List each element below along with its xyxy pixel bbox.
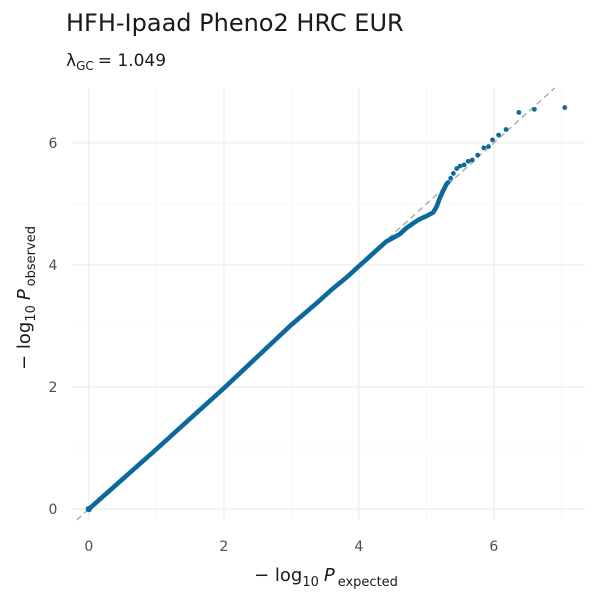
qq-point bbox=[448, 175, 454, 181]
qq-series-line bbox=[86, 181, 449, 512]
qq-point bbox=[516, 110, 522, 115]
qq-point bbox=[445, 180, 451, 185]
lambda-symbol: λ bbox=[66, 51, 76, 71]
y-tick-label: 4 bbox=[49, 258, 58, 274]
qq-point bbox=[454, 166, 460, 171]
qq-point bbox=[531, 106, 537, 112]
qq-point bbox=[457, 163, 463, 169]
y-tick-label: 2 bbox=[49, 380, 58, 396]
x-tick-label: 4 bbox=[354, 539, 363, 555]
lambda-value: = 1.049 bbox=[98, 51, 166, 71]
data-points bbox=[85, 105, 568, 513]
y-axis-title: − log10 Pobserved bbox=[14, 226, 39, 370]
x-axis-p: P bbox=[324, 565, 335, 586]
qq-point bbox=[475, 152, 481, 158]
qq-point bbox=[562, 105, 568, 110]
qq-point bbox=[496, 132, 501, 138]
qq-point bbox=[465, 158, 471, 164]
chart-subtitle: λGC = 1.049 bbox=[66, 51, 166, 73]
qq-point bbox=[450, 171, 456, 176]
y-axis-sub: observed bbox=[24, 226, 39, 286]
x-tick-label: 2 bbox=[219, 539, 228, 555]
y-axis-prefix: − log bbox=[14, 322, 35, 370]
qq-point bbox=[469, 157, 475, 163]
x-axis-base: 10 bbox=[302, 575, 319, 590]
qq-point bbox=[481, 145, 487, 151]
x-tick-labels: 0 2 4 6 bbox=[84, 539, 498, 555]
qq-point bbox=[461, 162, 467, 168]
qq-point bbox=[490, 137, 495, 143]
x-tick-label: 6 bbox=[489, 539, 498, 555]
qq-point bbox=[503, 127, 509, 132]
y-tick-labels: 0 2 4 6 bbox=[49, 136, 58, 518]
qq-point bbox=[486, 144, 491, 149]
y-axis-p: P bbox=[14, 289, 35, 300]
y-tick-label: 6 bbox=[49, 136, 58, 152]
x-axis-prefix: − log bbox=[254, 565, 302, 586]
lambda-subscript: GC bbox=[76, 59, 94, 73]
qq-point bbox=[85, 505, 93, 513]
y-axis-base: 10 bbox=[24, 305, 39, 322]
grid bbox=[72, 88, 585, 520]
y-tick-label: 0 bbox=[49, 502, 58, 518]
x-tick-label: 0 bbox=[84, 539, 93, 555]
chart-title: HFH-Ipaad Pheno2 HRC EUR bbox=[66, 9, 404, 37]
x-axis-sub: expected bbox=[338, 575, 398, 590]
